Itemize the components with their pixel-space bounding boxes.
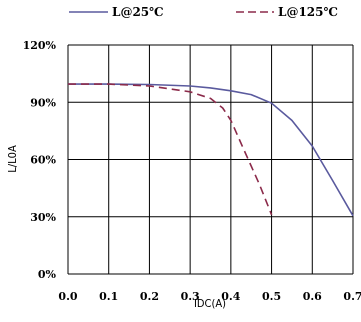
legend-label-l125: L@125℃ (278, 5, 338, 19)
x-tick-label-4: 0.4 (221, 290, 240, 303)
x-tick-label-7: 0.7 (343, 290, 361, 303)
tick-labels: 0.0 0.1 0.2 0.3 0.4 0.5 0.6 0.7 0% 30% 60% 90% 120% (23, 39, 361, 303)
grid (67, 44, 354, 275)
x-tick-label-5: 0.5 (262, 290, 281, 303)
y-tick-label-4: 120% (23, 39, 57, 52)
x-tick-label-3: 0.3 (181, 290, 200, 303)
y-tick-label-0: 0% (38, 268, 57, 281)
x-tick-label-2: 0.2 (140, 290, 159, 303)
series-line-1 (68, 83, 273, 216)
x-tick-label-1: 0.1 (99, 290, 118, 303)
x-axis-label: IDC(A) (194, 297, 226, 310)
series-line-0 (68, 83, 354, 217)
y-tick-label-2: 60% (30, 154, 56, 167)
x-tick-label-0: 0.0 (58, 290, 77, 303)
legend-label-l25: L@25℃ (112, 5, 164, 19)
y-tick-label-1: 30% (30, 211, 56, 224)
x-tick-label-6: 0.6 (303, 290, 322, 303)
series-layer (68, 83, 354, 217)
y-axis-label: L/L0A (6, 145, 19, 173)
y-tick-label-3: 90% (30, 96, 56, 109)
legend: L@25℃ L@125℃ (69, 5, 338, 19)
